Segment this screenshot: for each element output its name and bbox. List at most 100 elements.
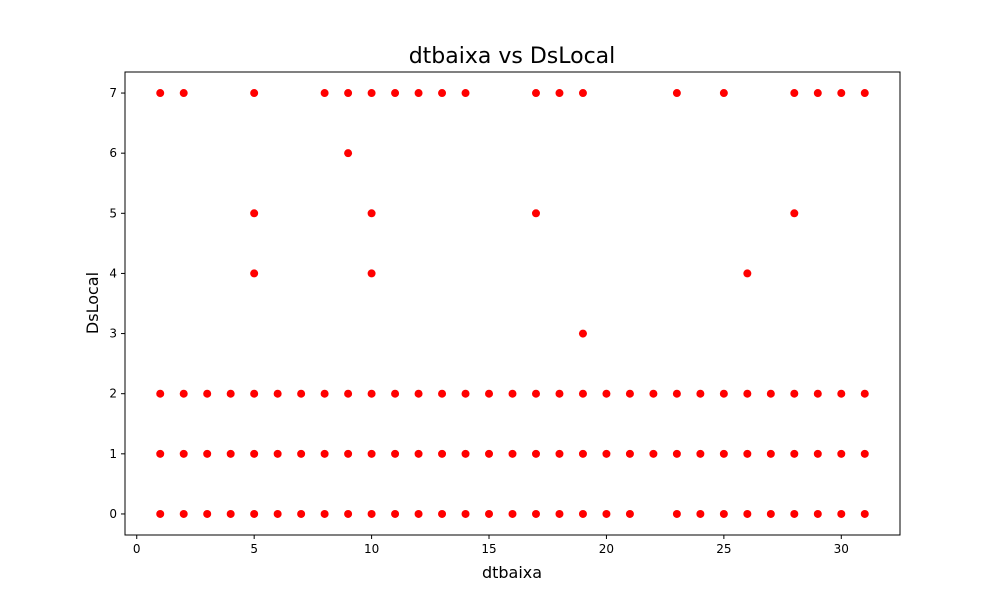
scatter-point — [790, 389, 799, 398]
x-tick-label: 30 — [834, 542, 849, 556]
scatter-point — [813, 89, 822, 98]
y-tick-label: 6 — [109, 146, 117, 160]
scatter-point — [297, 509, 306, 518]
y-axis-title: DsLocal — [83, 272, 102, 334]
scatter-point — [719, 89, 728, 98]
x-tick-label: 15 — [481, 542, 496, 556]
scatter-point — [555, 449, 564, 458]
scatter-point — [226, 509, 235, 518]
scatter-point — [320, 89, 329, 98]
scatter-point — [813, 389, 822, 398]
scatter-point — [555, 389, 564, 398]
y-tick-label: 5 — [109, 206, 117, 220]
x-tick-label: 25 — [716, 542, 731, 556]
scatter-point — [625, 389, 634, 398]
scatter-point — [837, 449, 846, 458]
scatter-point — [790, 509, 799, 518]
y-tick-label: 1 — [109, 447, 117, 461]
y-axis: 0 1 2 3 4 5 6 7 — [109, 86, 125, 521]
scatter-point — [531, 89, 540, 98]
y-tick-label: 7 — [109, 86, 117, 100]
data-points — [156, 89, 869, 518]
scatter-point — [766, 389, 775, 398]
x-tick-label: 10 — [364, 542, 379, 556]
scatter-point — [625, 449, 634, 458]
scatter-point — [508, 449, 517, 458]
scatter-point — [531, 509, 540, 518]
axes-frame — [124, 71, 901, 536]
scatter-point — [273, 389, 282, 398]
scatter-point — [696, 509, 705, 518]
scatter-point — [531, 209, 540, 218]
scatter-point — [837, 89, 846, 98]
scatter-point — [461, 449, 470, 458]
scatter-point — [860, 509, 869, 518]
scatter-point — [790, 89, 799, 98]
scatter-point — [179, 509, 188, 518]
y-tick-label: 4 — [109, 266, 117, 280]
scatter-point — [226, 389, 235, 398]
scatter-point — [578, 449, 587, 458]
scatter-point — [743, 509, 752, 518]
scatter-point — [203, 449, 212, 458]
chart-title: dtbaixa vs DsLocal — [409, 44, 616, 69]
scatter-point — [578, 89, 587, 98]
scatter-point — [743, 449, 752, 458]
scatter-point — [813, 449, 822, 458]
scatter-point — [320, 449, 329, 458]
scatter-point — [414, 389, 423, 398]
scatter-point — [367, 89, 376, 98]
scatter-point — [414, 509, 423, 518]
scatter-point — [320, 509, 329, 518]
scatter-point — [860, 449, 869, 458]
scatter-point — [344, 89, 353, 98]
scatter-point — [837, 389, 846, 398]
scatter-point — [578, 509, 587, 518]
scatter-point — [179, 89, 188, 98]
scatter-point — [672, 89, 681, 98]
scatter-point — [531, 389, 540, 398]
scatter-point — [391, 449, 400, 458]
scatter-point — [790, 449, 799, 458]
scatter-point — [766, 449, 775, 458]
scatter-point — [273, 449, 282, 458]
scatter-point — [743, 269, 752, 278]
scatter-point — [203, 509, 212, 518]
y-tick-label: 3 — [109, 327, 117, 341]
scatter-point — [790, 209, 799, 218]
scatter-point — [837, 509, 846, 518]
scatter-point — [438, 389, 447, 398]
scatter-point — [719, 389, 728, 398]
scatter-point — [156, 449, 165, 458]
scatter-point — [391, 509, 400, 518]
scatter-point — [696, 389, 705, 398]
scatter-point — [250, 509, 259, 518]
scatter-point — [485, 449, 494, 458]
scatter-point — [438, 449, 447, 458]
scatter-point — [391, 89, 400, 98]
x-axis: 0 5 10 15 20 25 30 — [133, 535, 849, 556]
scatter-point — [250, 269, 259, 278]
scatter-point — [578, 329, 587, 338]
scatter-point — [860, 89, 869, 98]
scatter-point — [649, 389, 658, 398]
scatter-point — [250, 89, 259, 98]
scatter-point — [344, 389, 353, 398]
y-tick-label: 0 — [109, 507, 117, 521]
scatter-point — [672, 509, 681, 518]
scatter-point — [461, 89, 470, 98]
scatter-point — [250, 389, 259, 398]
scatter-point — [156, 89, 165, 98]
scatter-point — [508, 509, 517, 518]
scatter-point — [485, 509, 494, 518]
scatter-point — [508, 389, 517, 398]
scatter-point — [367, 389, 376, 398]
scatter-point — [273, 509, 282, 518]
x-tick-label: 20 — [599, 542, 614, 556]
scatter-point — [766, 509, 775, 518]
scatter-point — [578, 389, 587, 398]
scatter-point — [250, 449, 259, 458]
scatter-point — [414, 89, 423, 98]
